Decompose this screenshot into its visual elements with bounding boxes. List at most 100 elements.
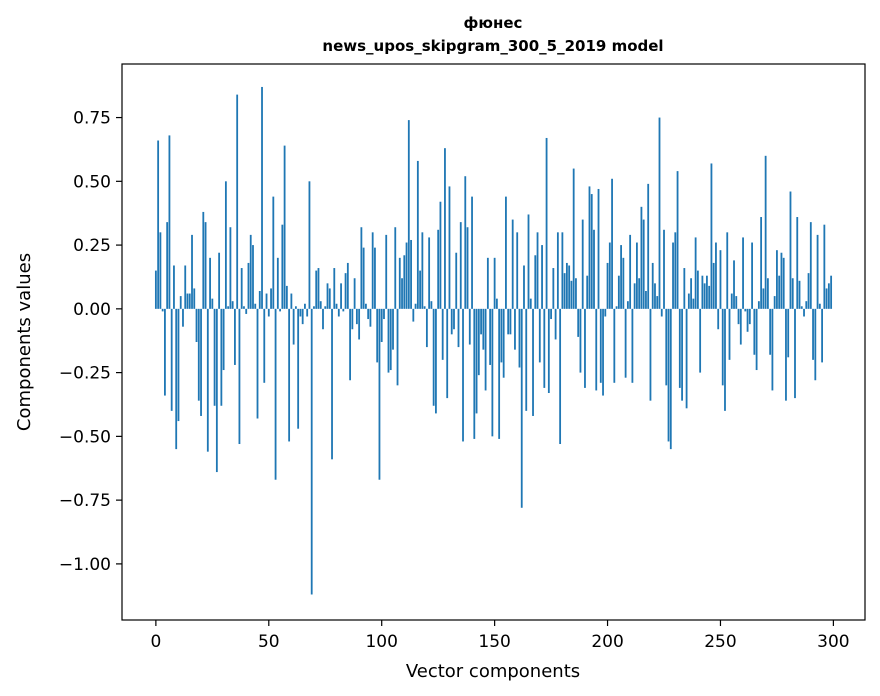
bar [245,308,248,314]
bar [351,308,354,330]
bar [825,288,828,309]
bar [764,155,767,309]
bar [414,303,417,309]
bar [412,308,415,322]
bar [168,135,171,309]
bar [798,280,801,309]
bar [658,117,661,309]
bar [186,293,189,309]
bar [672,242,674,309]
bar [724,308,726,411]
bar [480,308,482,335]
bar [678,308,681,388]
bar [281,224,284,309]
bar [757,301,760,309]
bar [726,232,729,309]
bar [613,308,616,383]
bar [276,257,279,309]
bar [816,234,819,309]
bar [516,232,519,309]
bar [444,148,446,309]
bar [218,252,221,309]
bar [455,252,458,309]
bar [633,283,636,309]
bar [473,308,476,439]
bar [202,211,205,309]
bar [762,288,765,309]
bar [234,308,236,365]
chart-title-line1: фюнес [464,14,523,32]
bar [717,308,720,330]
bar [536,232,539,309]
bar [292,308,295,345]
bar [270,288,272,309]
bar [559,308,562,445]
bar [263,308,266,383]
bar [236,94,239,309]
bar [507,308,510,335]
bar [450,308,453,335]
bar [475,308,478,414]
y-tick-label: −0.75 [59,491,111,511]
bar [243,306,245,309]
bar [157,140,160,309]
bar [703,283,706,309]
bar [464,176,467,309]
bar [674,232,677,309]
bar [448,186,451,309]
bar [577,308,580,337]
bar [441,308,444,360]
bar [602,308,604,396]
bar [687,293,690,309]
bar [374,247,376,309]
bar [543,308,546,388]
bar [482,308,485,350]
bar [746,308,749,332]
bar [692,298,695,309]
bar [349,308,351,381]
bar [629,234,632,309]
bar [365,303,367,309]
bar [556,232,559,309]
bar [645,290,647,309]
bar [584,308,586,388]
bar [782,257,785,309]
bar [353,278,356,309]
bar [161,308,164,312]
bar [324,306,327,309]
x-axis-ticks: 0 50 100 150 200 250 300 [150,620,850,652]
bar [389,308,392,371]
bar [778,275,781,309]
bar [744,308,747,312]
bar [247,262,250,309]
bar [523,265,525,309]
plot-frame [121,63,866,621]
bar [403,255,406,309]
bar [484,308,487,391]
bar [667,308,670,442]
y-axis-label: Components values [14,253,35,431]
x-tick-label: 100 [365,632,397,652]
bar [227,306,230,309]
bar [495,298,498,309]
bar [568,265,571,309]
bar [509,308,512,335]
bar [712,262,715,309]
bar [453,308,455,330]
x-tick-label: 250 [704,632,736,652]
y-tick-label: −0.25 [59,364,111,384]
bar [154,270,157,309]
bar [306,308,309,317]
bar [676,171,679,309]
bar [254,303,257,309]
bar [681,308,683,401]
bar [694,237,697,309]
bar [721,308,724,386]
x-tick-label: 200 [591,632,623,652]
x-tick-label: 300 [817,632,849,652]
bar [794,308,796,399]
bar [319,301,322,309]
bar [182,308,184,327]
bar [807,273,810,309]
